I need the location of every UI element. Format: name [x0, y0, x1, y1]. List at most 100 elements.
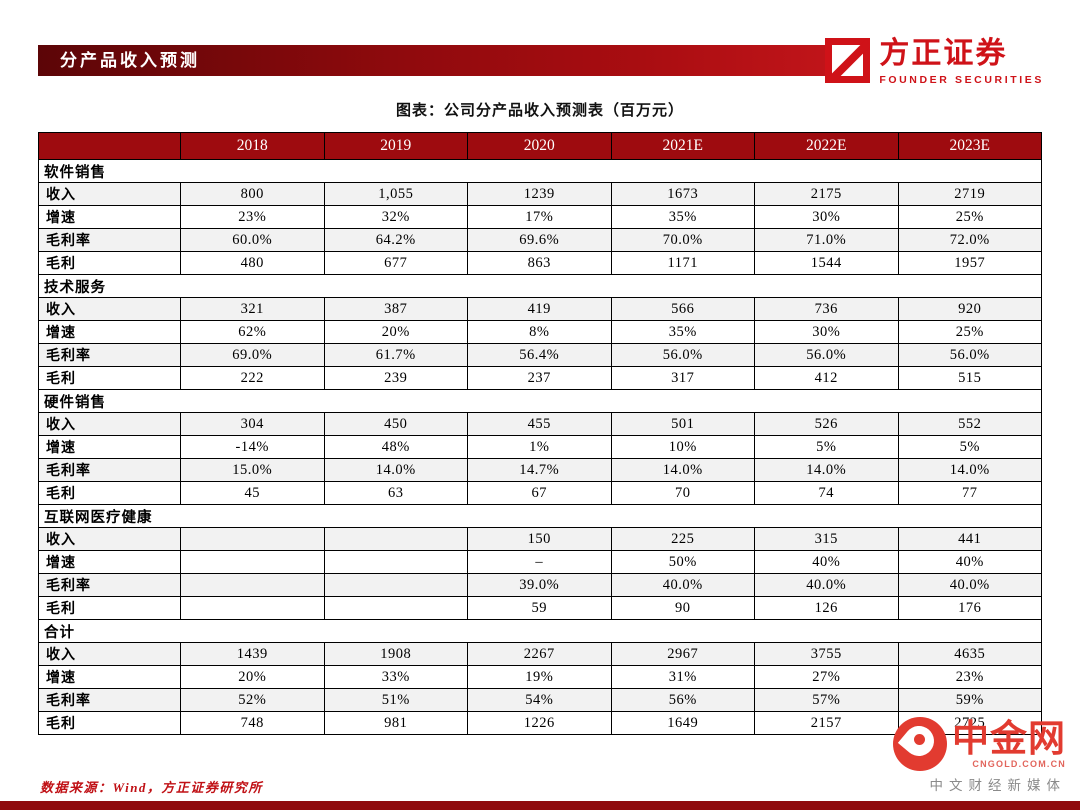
table-row: 毛利 45 63 67 70 74 77 [38, 481, 1042, 505]
table-cell [180, 527, 325, 551]
table-cell: 40.0% [610, 573, 755, 597]
table-cell: 71.0% [754, 228, 899, 252]
table-cell: 748 [180, 711, 325, 735]
table-row: 增速 62% 20% 8% 35% 30% 25% [38, 320, 1042, 344]
row-label: 毛利率 [38, 343, 181, 367]
table-cell: 450 [323, 412, 468, 436]
table-cell: 515 [897, 366, 1042, 390]
section-banner: 分产品收入预测 [38, 45, 844, 76]
table-cell: 20% [323, 320, 468, 344]
watermark-top: 中金网 CNGOLD.COM.CN [893, 717, 1066, 771]
table-cell: 56% [610, 688, 755, 712]
table-cell: 566 [610, 297, 755, 321]
table-cell: 23% [180, 205, 325, 229]
table-cell: 1171 [610, 251, 755, 275]
table-cell [180, 550, 325, 574]
table-cell: 480 [180, 251, 325, 275]
row-label: 收入 [38, 182, 181, 206]
table-cell: 10% [610, 435, 755, 459]
table-cell: 981 [323, 711, 468, 735]
table-cell: 51% [323, 688, 468, 712]
cngold-watermark: 中金网 CNGOLD.COM.CN 中文财经新媒体 [893, 717, 1066, 794]
table-cell: 14.0% [323, 458, 468, 482]
section-label: 合计 [38, 619, 1042, 643]
table-row: 收入 1439 1908 2267 2967 3755 4635 [38, 642, 1042, 666]
founder-securities-logo-icon [825, 38, 871, 83]
table-cell: 419 [467, 297, 612, 321]
row-label-header [38, 132, 181, 160]
watermark-name: 中金网 [952, 717, 1066, 759]
table-cell: 237 [467, 366, 612, 390]
table-cell: 70 [610, 481, 755, 505]
table-row: 毛利 480 677 863 1171 1544 1957 [38, 251, 1042, 275]
forecast-table-container: 2018 2019 2020 2021E 2022E 2023E 软件销售 收入 800 1,05… [38, 132, 1042, 735]
table-row: 增速 –50% 40% 40% [38, 550, 1042, 574]
table-cell [180, 596, 325, 620]
cngold-logo-icon [893, 717, 947, 771]
table-cell: 90 [610, 596, 755, 620]
table-cell: 1,055 [323, 182, 468, 206]
column-header-2022E: 2022E [754, 132, 899, 160]
forecast-table: 2018 2019 2020 2021E 2022E 2023E 软件销售 收入 800 1,05… [38, 132, 1042, 735]
table-cell: 35% [610, 320, 755, 344]
footer-bar [0, 801, 1080, 810]
table-cell: 863 [467, 251, 612, 275]
table-cell [323, 596, 468, 620]
table-cell: 40.0% [897, 573, 1042, 597]
table-cell: 69.6% [467, 228, 612, 252]
table-cell: 59 [467, 596, 612, 620]
table-cell: 2267 [467, 642, 612, 666]
table-cell: 677 [323, 251, 468, 275]
table-cell: 31% [610, 665, 755, 689]
table-cell: 54% [467, 688, 612, 712]
table-cell: 321 [180, 297, 325, 321]
table-row: 增速 -14% 48% 1% 10% 5% 5% [38, 435, 1042, 459]
table-row: 毛利率 69.0% 61.7% 56.4% 56.0% 56.0% 56.0% [38, 343, 1042, 367]
table-cell: 2967 [610, 642, 755, 666]
table-cell: 14.7% [467, 458, 612, 482]
table-cell: 52% [180, 688, 325, 712]
table-row: 毛利率 52% 51% 54% 56% 57% 59% [38, 688, 1042, 712]
row-label: 毛利率 [38, 458, 181, 482]
watermark-tagline: 中文财经新媒体 [929, 778, 1066, 793]
column-header-2021E: 2021E [610, 132, 755, 160]
row-label: 增速 [38, 665, 181, 689]
section-label: 互联网医疗健康 [38, 504, 1042, 528]
brand-name-cn: 方正证券 [879, 37, 1008, 70]
table-cell: 1226 [467, 711, 612, 735]
table-cell: 69.0% [180, 343, 325, 367]
row-label: 收入 [38, 412, 181, 436]
table-cell: 14.0% [610, 458, 755, 482]
column-header-2019: 2019 [323, 132, 468, 160]
table-cell: 3755 [754, 642, 899, 666]
table-cell: 77 [897, 481, 1042, 505]
table-cell: 40% [897, 550, 1042, 574]
table-cell: 25% [897, 205, 1042, 229]
table-cell: 56.4% [467, 343, 612, 367]
table-cell: 70.0% [610, 228, 755, 252]
table-cell: 800 [180, 182, 325, 206]
section-row: 技术服务 [38, 274, 1042, 298]
table-cell: 56.0% [754, 343, 899, 367]
row-label: 增速 [38, 435, 181, 459]
table-cell: 2719 [897, 182, 1042, 206]
table-cell: 4635 [897, 642, 1042, 666]
table-cell: 56.0% [610, 343, 755, 367]
table-row: 收入 150 225 315 441 [38, 527, 1042, 551]
table-cell [323, 573, 468, 597]
table-cell: – [467, 550, 612, 574]
column-header-2023E: 2023E [897, 132, 1042, 160]
row-label: 毛利 [38, 481, 181, 505]
table-cell: 67 [467, 481, 612, 505]
table-cell: 412 [754, 366, 899, 390]
table-cell: 1649 [610, 711, 755, 735]
table-cell: 27% [754, 665, 899, 689]
row-label: 收入 [38, 297, 181, 321]
table-cell: 14.0% [754, 458, 899, 482]
table-cell: 2175 [754, 182, 899, 206]
table-row: 毛利 59 90 126 176 [38, 596, 1042, 620]
table-cell: 526 [754, 412, 899, 436]
table-cell: 62% [180, 320, 325, 344]
table-cell: 63 [323, 481, 468, 505]
